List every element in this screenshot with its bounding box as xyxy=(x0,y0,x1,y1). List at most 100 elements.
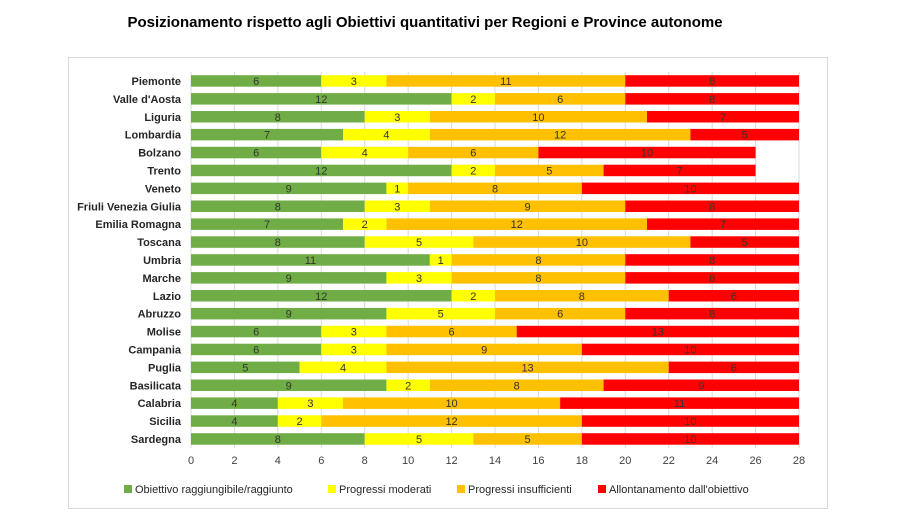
x-tick-label: 22 xyxy=(663,455,675,467)
legend-label: Obiettivo raggiungibile/raggiunto xyxy=(135,484,293,496)
bar-segment xyxy=(191,146,322,159)
data-label: 8 xyxy=(579,291,585,303)
bar-segment xyxy=(191,254,430,266)
bar-segment xyxy=(429,254,452,266)
category-label: Abruzzo xyxy=(138,309,182,321)
data-label: 3 xyxy=(394,201,400,213)
x-tick-label: 8 xyxy=(362,455,368,467)
data-label: 6 xyxy=(731,291,737,303)
data-label: 7 xyxy=(720,112,726,124)
x-tick-label: 16 xyxy=(532,455,544,467)
data-label: 5 xyxy=(416,237,422,249)
data-label: 5 xyxy=(242,362,248,374)
data-label: 5 xyxy=(546,165,552,177)
category-label: Sicilia xyxy=(149,416,182,428)
category-label: Basilicata xyxy=(130,380,182,392)
data-label: 9 xyxy=(698,380,704,392)
category-label: Friuli Venezia Giulia xyxy=(77,201,182,213)
legend-swatch xyxy=(457,485,465,493)
bar-segment xyxy=(668,361,799,374)
data-label: 5 xyxy=(416,434,422,446)
data-label: 8 xyxy=(535,273,541,285)
data-label: 8 xyxy=(709,94,715,106)
bar-segment xyxy=(451,254,626,266)
data-label: 8 xyxy=(535,255,541,267)
data-label: 3 xyxy=(307,398,313,410)
data-label: 1 xyxy=(394,183,400,195)
bar-segment xyxy=(408,146,539,159)
bar-segment xyxy=(364,111,430,123)
bar-segment xyxy=(191,325,322,338)
chart-frame xyxy=(68,57,828,509)
bar-segment xyxy=(386,182,409,195)
bar-segment xyxy=(191,290,452,302)
bar-segment xyxy=(625,75,799,87)
bar-segment xyxy=(386,379,430,391)
bar-segment xyxy=(277,397,343,409)
bar-segment xyxy=(343,218,387,230)
bar-segment xyxy=(451,272,626,284)
bar-segment xyxy=(603,379,799,391)
category-label: Umbria xyxy=(143,255,182,267)
data-label: 2 xyxy=(405,380,411,392)
legend-label: Allontanamento dall'obiettivo xyxy=(609,484,749,496)
category-label: Liguria xyxy=(144,112,182,124)
data-label: 12 xyxy=(554,130,566,142)
category-label: Veneto xyxy=(145,183,181,195)
data-label: 12 xyxy=(445,416,457,428)
data-label: 8 xyxy=(492,183,498,195)
data-label: 7 xyxy=(264,219,270,231)
bar-segment xyxy=(429,128,691,141)
bar-segment xyxy=(495,290,669,302)
category-label: Emilia Romagna xyxy=(95,219,181,231)
bar-segment xyxy=(191,236,365,248)
bar-segment xyxy=(386,307,495,320)
bar-segment xyxy=(191,182,387,195)
data-label: 10 xyxy=(532,112,544,124)
data-label: 6 xyxy=(470,148,476,160)
bar-segment xyxy=(386,272,452,284)
bar-segment xyxy=(277,415,322,427)
legend-swatch xyxy=(598,485,606,493)
bar-segment xyxy=(538,146,756,159)
bar-segment xyxy=(473,433,582,445)
bar-segment xyxy=(473,236,691,248)
bar-segment xyxy=(625,254,799,266)
category-label: Trento xyxy=(147,165,181,177)
bar-segment xyxy=(321,146,409,159)
data-label: 9 xyxy=(525,201,531,213)
data-label: 10 xyxy=(576,237,588,249)
data-label: 2 xyxy=(470,291,476,303)
bar-segment xyxy=(343,128,430,141)
category-label: Molise xyxy=(147,327,181,339)
legend-swatch xyxy=(328,485,336,493)
data-label: 10 xyxy=(684,183,696,195)
bar-segment xyxy=(364,236,474,248)
data-label: 9 xyxy=(286,380,292,392)
bar-segment xyxy=(625,272,799,284)
data-label: 6 xyxy=(449,327,455,339)
data-label: 11 xyxy=(305,255,316,267)
bar-segment xyxy=(690,128,799,141)
data-label: 8 xyxy=(709,273,715,285)
bar-segment xyxy=(647,111,799,123)
bar-segment xyxy=(581,343,799,356)
data-label: 6 xyxy=(253,148,259,160)
data-label: 9 xyxy=(286,309,292,321)
category-label: Lazio xyxy=(153,291,181,303)
bar-segment xyxy=(191,111,365,123)
data-label: 10 xyxy=(684,416,696,428)
x-tick-label: 28 xyxy=(793,455,805,467)
data-label: 8 xyxy=(275,201,281,213)
data-label: 6 xyxy=(557,309,563,321)
x-tick-label: 4 xyxy=(275,455,281,467)
bar-segment xyxy=(625,307,799,320)
category-label: Puglia xyxy=(148,362,182,374)
bar-segment xyxy=(364,200,430,212)
bar-segment xyxy=(429,379,604,391)
data-label: 9 xyxy=(286,273,292,285)
x-tick-label: 2 xyxy=(231,455,237,467)
bar-segment xyxy=(386,343,582,356)
bar-segment xyxy=(581,415,799,427)
bar-segment xyxy=(429,200,626,212)
